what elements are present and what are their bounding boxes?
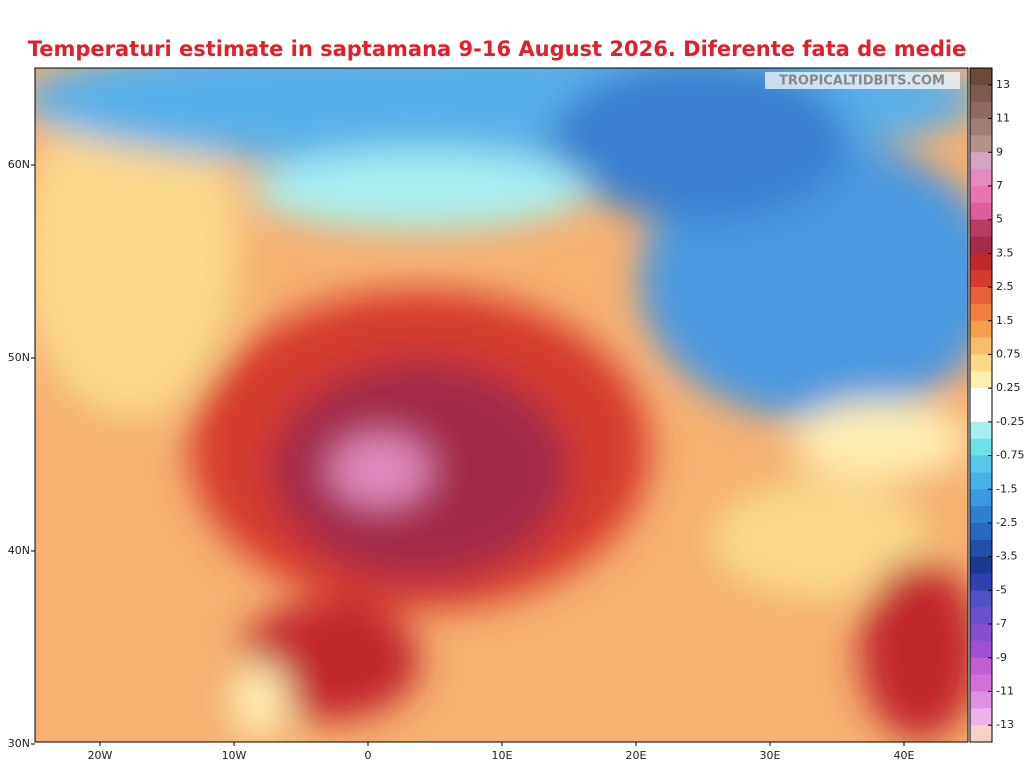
lon-label: 40E	[894, 749, 915, 762]
lon-label: 10W	[222, 749, 247, 762]
colorbar-bin	[970, 287, 992, 305]
colorbar-bin	[970, 337, 992, 355]
colorbar-label: 5	[996, 213, 1003, 226]
colorbar-bin	[970, 101, 992, 120]
colorbar-label: -0.75	[996, 449, 1024, 462]
colorbar-bin	[970, 169, 992, 187]
colorbar-label: -11	[996, 684, 1014, 697]
colorbar-bin	[970, 674, 992, 692]
colorbar-bin	[970, 388, 992, 406]
colorbar-bin	[970, 624, 992, 642]
watermark: TROPICALTIDBITS.COM	[779, 74, 945, 89]
colorbar-bin	[970, 522, 992, 541]
colorbar-bin	[970, 573, 992, 591]
colorbar-label: -3.5	[996, 550, 1017, 563]
colorbar-bin	[970, 236, 992, 254]
colorbar-bin	[970, 185, 992, 204]
lon-label: 20W	[88, 749, 113, 762]
colorbar-bin	[970, 303, 992, 322]
lon-label: 10E	[492, 749, 513, 762]
colorbar-frame	[969, 67, 993, 743]
colorbar-label: 2.5	[996, 280, 1014, 293]
colorbar-bin	[970, 640, 992, 659]
colorbar-bin	[970, 270, 992, 288]
lon-label: 0	[365, 749, 372, 762]
lat-label: 30N	[8, 737, 30, 750]
colorbar-bin	[970, 253, 992, 271]
colorbar-label: 11	[996, 112, 1010, 125]
colorbar-bin	[970, 556, 992, 574]
lat-label: 50N	[8, 351, 30, 364]
colorbar-bin	[970, 657, 992, 676]
colorbar-bin	[970, 539, 992, 558]
colorbar-label: -7	[996, 617, 1007, 630]
colorbar-label: 7	[996, 179, 1003, 192]
colorbar-bin	[970, 590, 992, 608]
colorbar-bin	[970, 438, 992, 457]
lon-label: 20E	[626, 749, 647, 762]
colorbar-bin	[970, 708, 992, 726]
colorbar-bin	[970, 691, 992, 709]
colorbar-bin	[970, 320, 992, 339]
colorbar-bin	[970, 152, 992, 170]
colorbar-label: 3.5	[996, 246, 1014, 259]
colorbar-label: -5	[996, 583, 1007, 596]
colorbar-bin	[970, 135, 992, 153]
colorbar-label: 0.25	[996, 381, 1021, 394]
colorbar-bin	[970, 68, 992, 86]
colorbar-bin	[970, 118, 992, 136]
colorbar-bin	[970, 421, 992, 440]
colorbar-bin	[970, 472, 992, 490]
colorbar-bin	[970, 202, 992, 221]
colorbar-label: -1.5	[996, 482, 1017, 495]
colorbar-label: 13	[996, 78, 1010, 91]
colorbar-label: 9	[996, 145, 1003, 158]
colorbar-bin	[970, 219, 992, 237]
lon-label: 30E	[760, 749, 781, 762]
colorbar-bin	[970, 371, 992, 389]
anomaly-field	[35, 68, 968, 742]
lat-label: 40N	[8, 544, 30, 557]
colorbar-label: 1.5	[996, 314, 1014, 327]
colorbar-label: -9	[996, 651, 1007, 664]
colorbar-bin	[970, 506, 992, 524]
colorbar-label: 0.75	[996, 347, 1021, 360]
colorbar-label: -13	[996, 718, 1014, 731]
map-title: Temperaturi estimate in saptamana 9-16 A…	[28, 37, 967, 61]
lat-label: 60N	[8, 158, 30, 171]
watermark-bg	[765, 72, 960, 89]
colorbar-label: -0.25	[996, 415, 1024, 428]
colorbar-bin	[970, 455, 992, 473]
colorbar-bin	[970, 84, 992, 103]
colorbar-bin	[970, 354, 992, 372]
colorbar-bin	[970, 725, 992, 743]
colorbar-bin	[970, 607, 992, 625]
colorbar-bin	[970, 405, 992, 423]
colorbar-bin	[970, 489, 992, 507]
colorbar-label: -2.5	[996, 516, 1017, 529]
